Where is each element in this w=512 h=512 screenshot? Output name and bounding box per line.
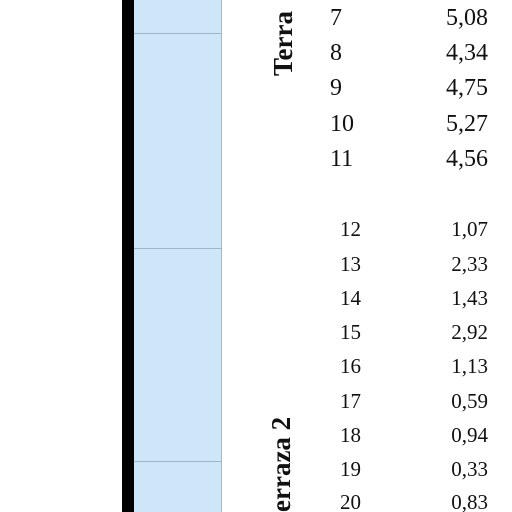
vertical-black-bar	[122, 0, 134, 512]
row-value: 1,07	[451, 217, 488, 241]
row-value: 4,34	[446, 40, 488, 66]
row-value: 1,13	[451, 354, 488, 378]
row-number: 19	[340, 457, 361, 481]
row-number: 12	[340, 217, 361, 241]
row-value: 0,59	[451, 389, 488, 413]
column-divider	[134, 461, 222, 462]
row-number: 13	[340, 252, 361, 276]
row-number: 7	[330, 5, 342, 31]
row-number: 9	[330, 75, 342, 101]
row-value: 0,94	[451, 423, 488, 447]
row-value: 2,92	[451, 320, 488, 344]
row-number: 8	[330, 40, 342, 66]
row-value: 0,83	[451, 490, 488, 512]
group-label-terraza-2: erraza 2	[266, 416, 296, 512]
blue-column	[134, 0, 222, 512]
column-divider	[134, 33, 222, 34]
column-divider	[134, 248, 222, 249]
row-value: 0,33	[451, 457, 488, 481]
row-value: 5,08	[446, 5, 488, 31]
row-number: 10	[330, 111, 354, 137]
row-value: 4,56	[446, 146, 488, 172]
row-number: 17	[340, 389, 361, 413]
row-number: 14	[340, 286, 361, 310]
row-value: 1,43	[451, 286, 488, 310]
row-number: 11	[330, 146, 354, 172]
row-number: 16	[340, 354, 361, 378]
row-value: 4,75	[446, 75, 488, 101]
group-label-terraza-1: Terra	[268, 11, 298, 76]
row-number: 15	[340, 320, 361, 344]
row-value: 2,33	[451, 252, 488, 276]
row-value: 5,27	[446, 111, 488, 137]
row-number: 18	[340, 423, 361, 447]
row-number: 20	[340, 490, 361, 512]
